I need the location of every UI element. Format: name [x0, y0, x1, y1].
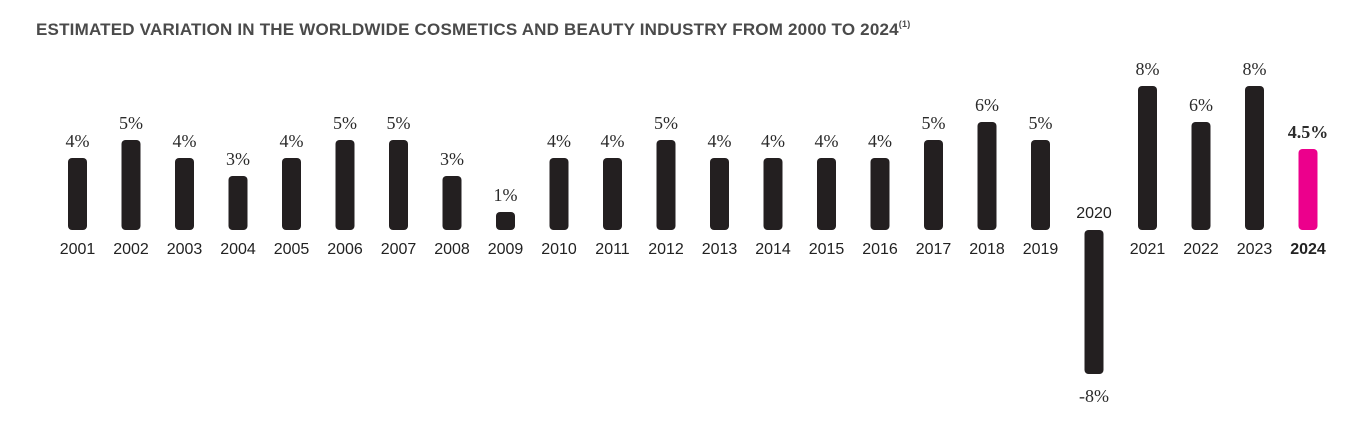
value-label-2006: 5%: [333, 113, 357, 133]
value-label-2002: 5%: [119, 113, 143, 133]
tick-label-2012: 2012: [648, 241, 684, 258]
bar-2017: [924, 140, 943, 230]
bar-2013: [710, 158, 729, 230]
value-label-2001: 4%: [66, 131, 90, 151]
tick-label-2021: 2021: [1130, 241, 1166, 258]
x-axis-tick-labels: 2001 2002 2003 2004 2005 2006 2007 2008 2009 2010…: [60, 205, 1326, 258]
tick-label-2019: 2019: [1023, 241, 1059, 258]
value-label-2024: 4.5%: [1288, 122, 1329, 142]
value-labels: 4% 5% 4% 3% 4% 5% 5% 3% 1% 4% 4% 5% 4% 4% 4% 4% 5% 6% 5% -8…: [66, 59, 1329, 406]
value-label-2009: 1%: [494, 185, 518, 205]
value-label-2021: 8%: [1136, 59, 1160, 79]
value-label-2015: 4%: [815, 131, 839, 151]
tick-label-2009: 2009: [488, 241, 524, 258]
bar-2020: [1084, 230, 1104, 374]
bar-2018: [977, 122, 997, 230]
bar-2010: [549, 158, 569, 230]
tick-label-2022: 2022: [1183, 241, 1219, 258]
tick-label-2023: 2023: [1237, 241, 1273, 258]
bar-2008: [442, 176, 462, 230]
bar-series: [68, 86, 1318, 374]
value-label-2014: 4%: [761, 131, 785, 151]
tick-label-2006: 2006: [327, 241, 363, 258]
tick-label-2017: 2017: [916, 241, 952, 258]
bar-2004: [228, 176, 248, 230]
tick-label-2018: 2018: [969, 241, 1005, 258]
chart-title-superscript: (1): [899, 19, 911, 29]
value-label-2023: 8%: [1243, 59, 1267, 79]
bar-2005: [282, 158, 301, 230]
value-label-2007: 5%: [387, 113, 411, 133]
chart-title: ESTIMATED VARIATION IN THE WORLDWIDE COS…: [36, 19, 910, 39]
bar-2019: [1031, 140, 1050, 230]
tick-label-2014: 2014: [755, 241, 791, 258]
value-label-2012: 5%: [654, 113, 678, 133]
bar-2012: [656, 140, 676, 230]
bar-2007: [389, 140, 408, 230]
value-label-2008: 3%: [440, 149, 464, 169]
bar-2001: [68, 158, 87, 230]
value-label-2010: 4%: [547, 131, 571, 151]
tick-label-2001: 2001: [60, 241, 96, 258]
bar-2011: [603, 158, 622, 230]
tick-label-2013: 2013: [702, 241, 738, 258]
bar-2015: [817, 158, 836, 230]
tick-label-2008: 2008: [434, 241, 470, 258]
tick-label-2003: 2003: [167, 241, 203, 258]
tick-label-2015: 2015: [809, 241, 845, 258]
bar-2021: [1138, 86, 1157, 230]
tick-label-2007: 2007: [381, 241, 417, 258]
bar-2006: [335, 140, 355, 230]
bar-2016: [870, 158, 890, 230]
tick-label-2005: 2005: [274, 241, 310, 258]
bar-2022: [1191, 122, 1211, 230]
value-label-2022: 6%: [1189, 95, 1213, 115]
value-label-2003: 4%: [173, 131, 197, 151]
value-label-2004: 3%: [226, 149, 250, 169]
tick-label-2004: 2004: [220, 241, 256, 258]
tick-label-2010: 2010: [541, 241, 577, 258]
tick-label-2024: 2024: [1290, 241, 1326, 258]
value-label-2005: 4%: [280, 131, 304, 151]
value-label-2019: 5%: [1029, 113, 1053, 133]
bar-2014: [763, 158, 783, 230]
chart-title-text: ESTIMATED VARIATION IN THE WORLDWIDE COS…: [36, 20, 899, 39]
bar-2023: [1245, 86, 1264, 230]
value-label-2016: 4%: [868, 131, 892, 151]
value-label-2020: -8%: [1079, 386, 1109, 406]
tick-label-2011: 2011: [595, 241, 630, 258]
tick-label-2020: 2020: [1076, 205, 1112, 222]
tick-label-2016: 2016: [862, 241, 898, 258]
value-label-2018: 6%: [975, 95, 999, 115]
value-label-2011: 4%: [601, 131, 625, 151]
bar-2024: [1298, 149, 1318, 230]
value-label-2013: 4%: [708, 131, 732, 151]
value-label-2017: 5%: [922, 113, 946, 133]
bar-2002: [121, 140, 141, 230]
tick-label-2002: 2002: [113, 241, 149, 258]
bar-2009: [496, 212, 515, 230]
bar-2003: [175, 158, 194, 230]
